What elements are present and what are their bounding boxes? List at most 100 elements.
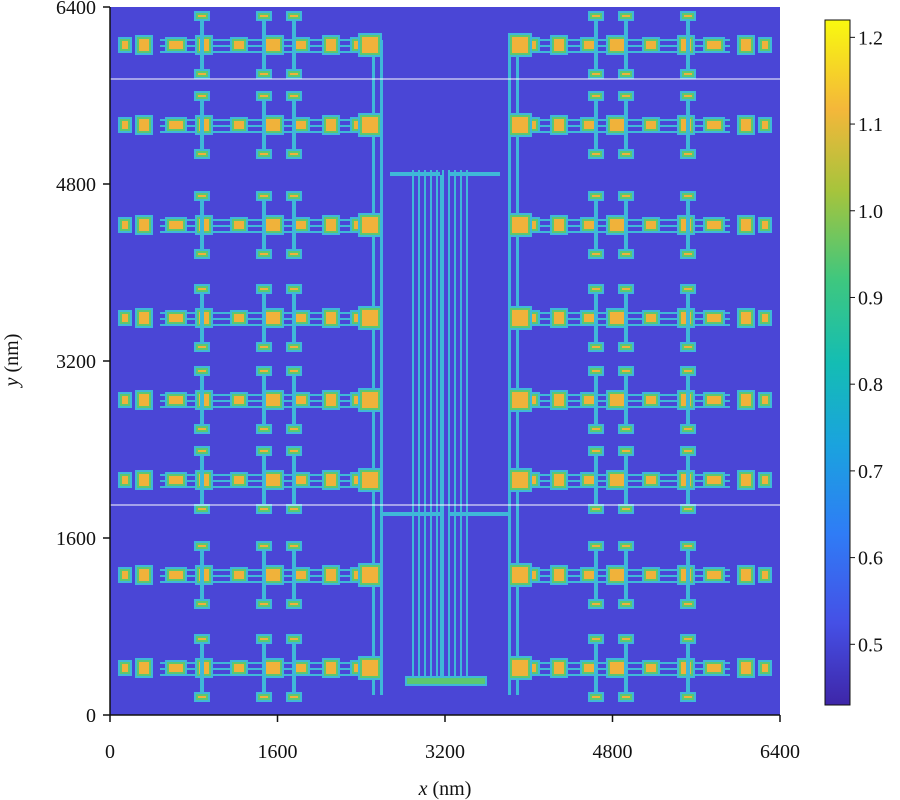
device-pad-core [169, 664, 183, 672]
colorbar-tick-label: 0.8 [858, 374, 883, 396]
device-pad-core [684, 638, 692, 640]
device-pad-core [198, 15, 206, 17]
stud-line [594, 290, 598, 346]
device-pad-core [707, 664, 721, 672]
device-pad-core [512, 392, 528, 408]
device-pad-core [266, 219, 280, 231]
stud-line [262, 640, 266, 696]
device-pad-core [139, 219, 149, 231]
x-axis-label: x (nm) [418, 778, 472, 800]
stud-line [594, 372, 598, 428]
stud-line [686, 97, 690, 153]
stud-line [624, 197, 628, 253]
device-pad-core [592, 450, 600, 452]
stud-line [292, 197, 296, 253]
device-pad-core [741, 394, 751, 406]
device-pad-core [260, 696, 268, 698]
device-pad-core [684, 450, 692, 452]
device-pad-core [234, 396, 244, 404]
device-pad-core [326, 39, 336, 51]
device-pad-core [122, 571, 128, 579]
colorbar-tick-label: 0.9 [858, 287, 883, 309]
device-pad-core [610, 39, 624, 51]
device-pad-core [622, 545, 630, 547]
device-pad-core [198, 508, 206, 510]
device-pad-core [592, 603, 600, 605]
device-pad-core [592, 95, 600, 97]
bus-line [390, 172, 440, 176]
device-pad-core [326, 662, 336, 674]
bus-line [418, 170, 420, 680]
substrate-background [110, 7, 780, 715]
axes: 0 1600 3200 4800 6400 0 1600 3200 4800 6400 x (n… [1, 0, 800, 800]
device-pad-core [646, 121, 656, 129]
colorbar-tick-label: 0.6 [858, 548, 883, 570]
device-pad-core [260, 288, 268, 290]
device-pad-core [762, 221, 768, 229]
bus-line [412, 170, 414, 680]
device-pad-core [234, 476, 244, 484]
device-pad-core [684, 696, 692, 698]
device-pad-core [646, 664, 656, 672]
device-pad-core [707, 221, 721, 229]
device-pad-core [610, 219, 624, 231]
device-pad-core [169, 571, 183, 579]
x-ticks: 0 1600 3200 4800 6400 [105, 715, 800, 763]
stud-line [624, 17, 628, 73]
device-pad-core [762, 41, 768, 49]
device-pad-core [122, 121, 128, 129]
riser-line [372, 40, 375, 695]
device-pad-core [198, 288, 206, 290]
device-pad-core [592, 288, 600, 290]
device-pad-core [139, 119, 149, 131]
stud-line [686, 640, 690, 696]
device-pad-core [234, 314, 244, 322]
device-pad-core [741, 569, 751, 581]
device-pad-core [362, 310, 378, 326]
device-pad-core [762, 664, 768, 672]
device-pad-core [584, 396, 594, 404]
device-pad-core [622, 73, 630, 75]
device-pad-core [169, 396, 183, 404]
device-pad-core [622, 508, 630, 510]
device-pad-core [707, 121, 721, 129]
colorbar-ticks: 0.5 0.6 0.7 0.8 0.9 1.0 1.1 1.2 [850, 27, 883, 656]
device-pad-core [584, 221, 594, 229]
device-pad-core [122, 221, 128, 229]
stud-line [292, 452, 296, 508]
stud-line [262, 290, 266, 346]
stud-line [594, 197, 598, 253]
riser-line [380, 40, 383, 695]
device-pad-core [362, 37, 378, 53]
bus-line [430, 170, 432, 680]
device-pad-core [198, 195, 206, 197]
device-pad-core [139, 474, 149, 486]
x-tick-label: 0 [105, 741, 115, 763]
colorbar: 0.5 0.6 0.7 0.8 0.9 1.0 1.1 1.2 [824, 19, 883, 706]
device-pad-core [592, 370, 600, 372]
stud-line [686, 290, 690, 346]
device-pad-core [290, 603, 298, 605]
device-pad-core [290, 545, 298, 547]
device-pad-core [362, 392, 378, 408]
x-tick-label: 1600 [258, 741, 298, 763]
device-pad-core [260, 346, 268, 348]
riser-line [508, 40, 511, 695]
device-pad-core [554, 312, 564, 324]
device-pad-core [684, 195, 692, 197]
device-pad-core [762, 571, 768, 579]
device-pad-core [684, 346, 692, 348]
device-pad-core [296, 221, 306, 229]
device-pad-core [646, 571, 656, 579]
stud-line [292, 17, 296, 73]
device-pad-core [762, 121, 768, 129]
device-pad-core [741, 39, 751, 51]
device-pad-core [122, 41, 128, 49]
device-pad-core [554, 569, 564, 581]
device-pad-core [290, 508, 298, 510]
device-pad-core [198, 95, 206, 97]
device-pad-core [326, 569, 336, 581]
y-axis-label: y (nm) [1, 334, 23, 389]
device-pad-core [198, 638, 206, 640]
stud-line [292, 547, 296, 603]
